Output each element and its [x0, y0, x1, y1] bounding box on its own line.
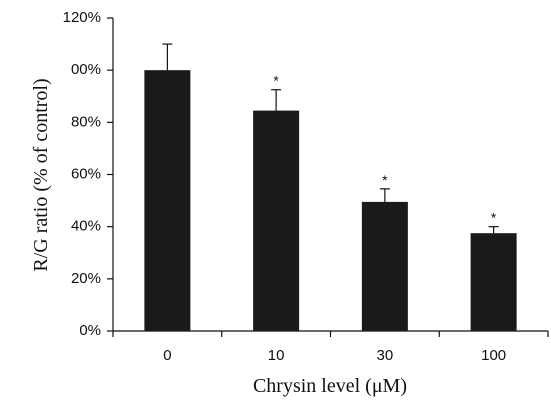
x-axis-title: Chrysin level (μM)	[253, 375, 407, 397]
y-tick-label: 40%	[71, 218, 101, 235]
x-tick-label: 100	[481, 347, 506, 364]
y-tick-label: 60%	[71, 165, 101, 182]
y-axis-title: R/G ratio (% of control)	[30, 78, 52, 271]
bar	[144, 70, 191, 332]
bar	[253, 110, 300, 332]
bar	[470, 233, 517, 331]
y-tick-label: 80%	[71, 113, 101, 130]
significance-marker: *	[491, 210, 497, 226]
significance-marker: *	[273, 73, 279, 89]
y-tick-label: 120%	[63, 9, 101, 26]
y-tick-label: 0%	[79, 322, 101, 339]
x-tick-label: 0	[163, 347, 171, 364]
y-tick-label: 20%	[71, 270, 101, 287]
x-tick-label: 10	[268, 347, 285, 364]
x-tick-label: 30	[377, 347, 394, 364]
bar	[361, 201, 408, 331]
significance-marker: *	[382, 172, 388, 188]
y-tick-label: 00%	[71, 61, 101, 78]
